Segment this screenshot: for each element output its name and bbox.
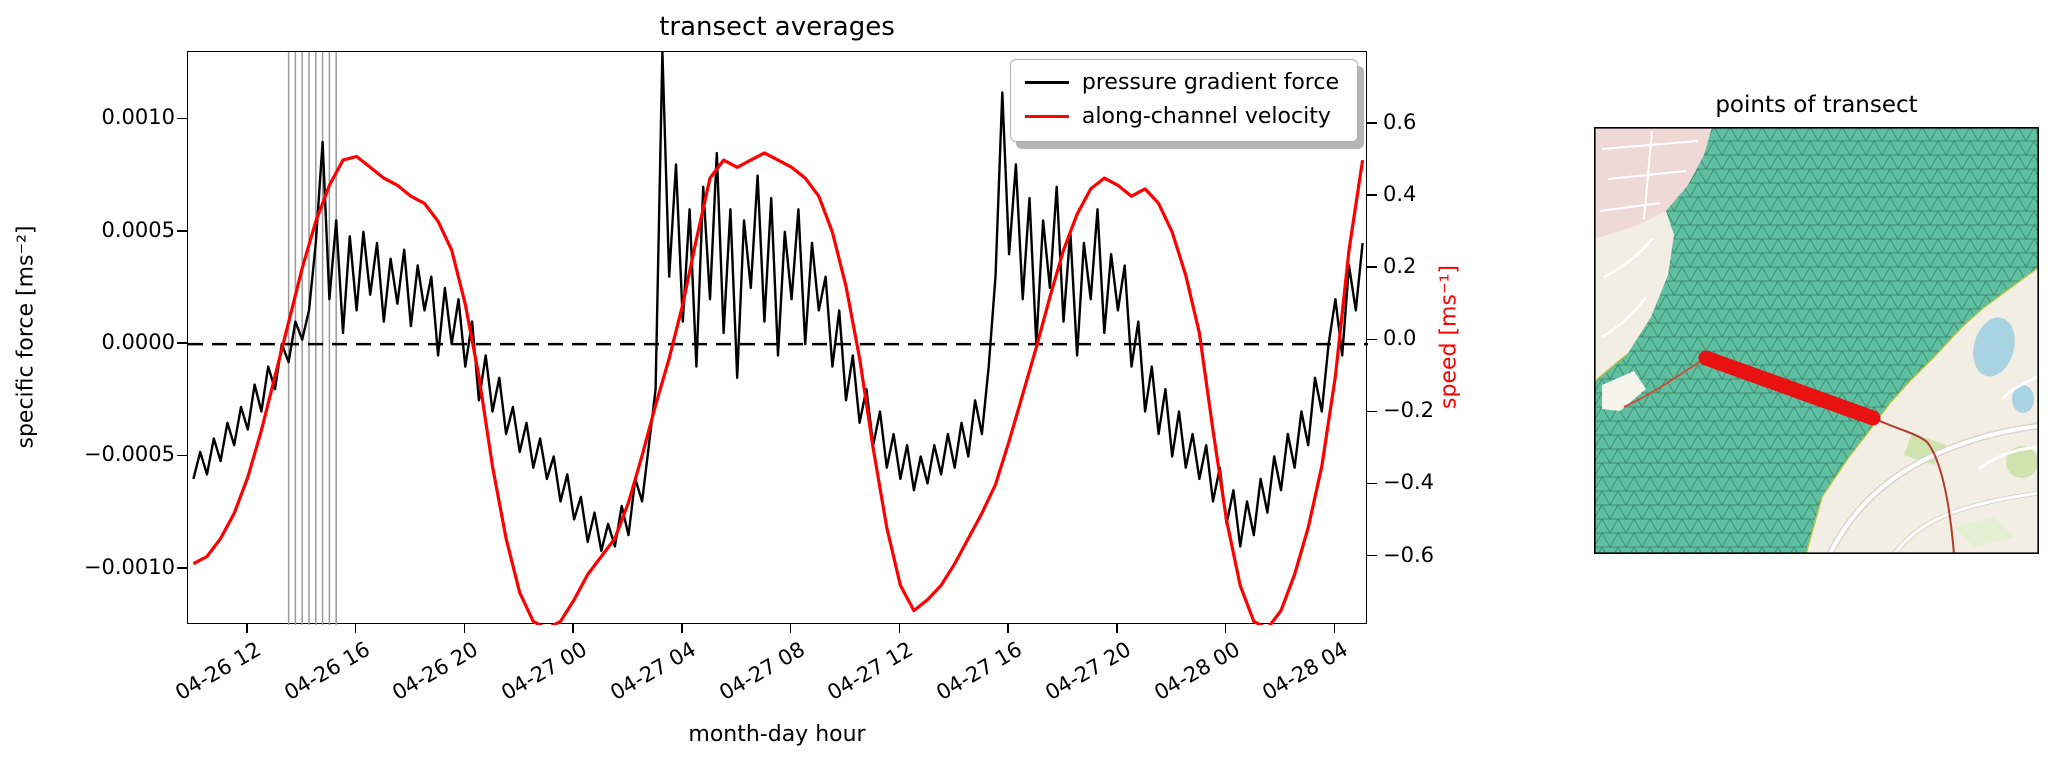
y-tick-mark-right — [1367, 266, 1377, 269]
legend-line-pressure — [1024, 81, 1069, 84]
legend-row-pressure: pressure gradient force — [1024, 70, 1339, 95]
transect-line — [1698, 350, 1881, 426]
y-tick-label-right: 0.2 — [1383, 254, 1417, 279]
x-tick-label: 04-27 16 — [932, 637, 1027, 705]
y-tick-mark-right — [1367, 410, 1377, 413]
urban-area — [1594, 127, 1712, 239]
y-tick-label-left: −0.0005 — [83, 442, 175, 467]
shore-land-strip — [1594, 211, 1674, 379]
x-tick-mark — [1007, 624, 1009, 633]
park-patch-2 — [1954, 517, 2014, 547]
urban-streets — [1599, 130, 1699, 220]
x-tick-mark — [898, 624, 901, 633]
y-tick-label-left: 0.0010 — [101, 105, 175, 130]
pressure-gradient-line — [192, 52, 1364, 552]
y-tick-mark-left — [177, 229, 187, 232]
rail-line — [1872, 417, 1955, 554]
y-tick-mark-right — [1367, 194, 1377, 196]
x-tick-label: 04-28 00 — [1149, 637, 1244, 705]
x-tick-mark — [1224, 624, 1227, 633]
x-tick-mark — [1333, 624, 1336, 633]
map-panel — [1594, 127, 2039, 554]
x-tick-mark — [789, 624, 792, 633]
road-1 — [1828, 424, 2039, 554]
road-3 — [1978, 375, 2039, 471]
y-tick-label-right: 0.4 — [1383, 182, 1417, 207]
plot-title: transect averages — [659, 12, 895, 42]
y-tick-mark-right — [1367, 338, 1377, 341]
x-tick-mark — [463, 624, 466, 633]
x-tick-label: 04-28 04 — [1258, 637, 1353, 705]
legend-row-velocity: along-channel velocity — [1024, 104, 1339, 129]
x-tick-mark — [572, 624, 574, 633]
legend-line-velocity — [1024, 115, 1069, 118]
y-tick-label-left: 0.0005 — [101, 217, 175, 242]
plot-canvas — [188, 52, 1368, 625]
legend-label-pressure: pressure gradient force — [1081, 70, 1339, 95]
x-tick-label: 04-27 12 — [823, 637, 918, 705]
y-tick-mark-left — [177, 567, 187, 569]
road-2 — [1892, 491, 2039, 554]
legend: pressure gradient force along-channel ve… — [1009, 59, 1358, 142]
y-tick-mark-right — [1367, 554, 1377, 557]
map-canvas — [1594, 127, 2039, 554]
y-tick-mark-right — [1367, 482, 1377, 485]
marina-notch — [1602, 371, 1646, 411]
x-tick-label: 04-27 08 — [714, 637, 809, 705]
x-tick-label: 04-27 00 — [497, 637, 592, 705]
x-tick-label: 04-26 16 — [279, 637, 374, 705]
x-tick-label: 04-26 20 — [388, 637, 483, 705]
y-tick-label-right: −0.2 — [1383, 398, 1434, 423]
x-tick-mark — [246, 624, 248, 633]
map-title: points of transect — [1715, 92, 1918, 118]
y-tick-label-right: −0.4 — [1383, 470, 1434, 495]
shoreline-red-path — [1623, 358, 1705, 408]
y-tick-mark-left — [177, 117, 187, 120]
map-border — [1594, 127, 2039, 554]
x-tick-label: 04-26 12 — [171, 637, 265, 705]
x-tick-mark — [1116, 624, 1118, 633]
velocity-line — [192, 151, 1365, 625]
pond-large — [1973, 317, 2015, 377]
x-tick-mark — [354, 624, 357, 633]
x-tick-label: 04-27 04 — [606, 637, 700, 705]
shore-roads — [1601, 238, 1653, 339]
left-ylabel: specific force [ms⁻²] — [13, 225, 39, 449]
pond-small — [2012, 385, 2034, 413]
y-tick-label-left: 0.0000 — [101, 330, 175, 355]
x-tick-mark — [681, 624, 683, 633]
y-tick-mark-right — [1367, 122, 1377, 124]
y-tick-mark-left — [177, 454, 187, 457]
y-tick-label-right: −0.6 — [1383, 542, 1434, 567]
y-tick-label-left: −0.0010 — [83, 554, 175, 579]
y-tick-label-right: 0.6 — [1383, 110, 1417, 135]
park-circle — [2006, 446, 2038, 478]
x-tick-label: 04-27 20 — [1041, 637, 1135, 705]
x-axis-label: month-day hour — [688, 722, 866, 747]
y-tick-label-right: 0.0 — [1383, 326, 1417, 351]
y-tick-mark-left — [177, 342, 187, 344]
plot-axes: pressure gradient force along-channel ve… — [187, 51, 1368, 625]
right-ylabel: speed [ms⁻¹] — [1436, 265, 1462, 409]
legend-label-velocity: along-channel velocity — [1081, 104, 1331, 129]
